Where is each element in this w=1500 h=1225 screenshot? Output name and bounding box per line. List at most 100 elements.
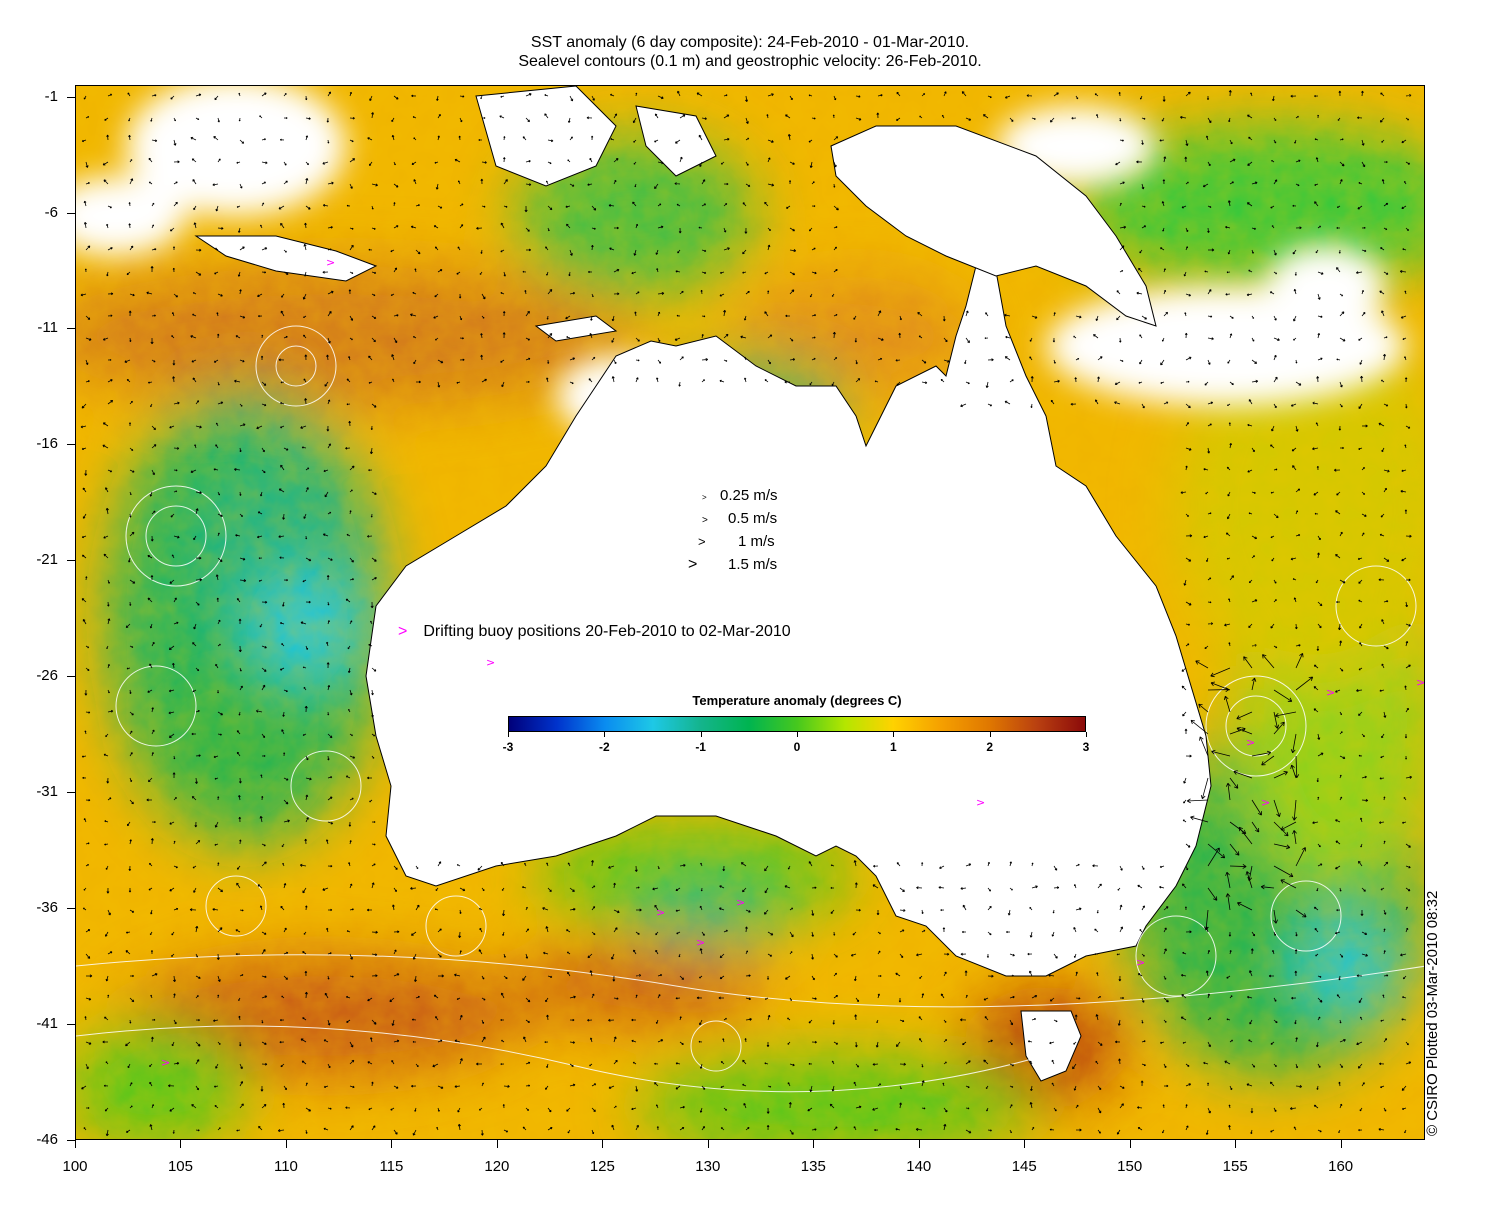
velocity-arrow: [1163, 156, 1167, 163]
velocity-arrow: [766, 975, 770, 980]
velocity-arrow: [1339, 1038, 1346, 1043]
velocity-arrow: [742, 202, 747, 207]
velocity-arrow: [569, 1018, 575, 1022]
velocity-arrow: [1295, 676, 1314, 691]
velocity-arrow: [1237, 901, 1253, 911]
velocity-arrow: [745, 909, 751, 913]
velocity-arrow: [525, 159, 531, 163]
velocity-arrow: [566, 336, 571, 339]
velocity-arrow: [148, 887, 153, 891]
velocity-arrow: [1185, 465, 1188, 471]
velocity-arrow: [1053, 865, 1058, 871]
velocity-arrow: [1229, 315, 1234, 319]
velocity-arrow: [171, 335, 175, 339]
sst-anomaly-map[interactable]: > > > > > > > > > > > >: [75, 85, 1425, 1140]
velocity-arrow: [173, 755, 176, 760]
velocity-arrow: [1095, 1014, 1099, 1021]
velocity-arrow: [855, 359, 858, 365]
velocity-arrow: [1251, 181, 1258, 185]
velocity-arrow: [877, 931, 881, 935]
velocity-arrow: [1185, 557, 1192, 562]
velocity-arrow: [217, 401, 224, 405]
velocity-arrow: [789, 95, 793, 101]
velocity-arrow: [129, 909, 135, 913]
velocity-arrow: [1227, 200, 1231, 207]
velocity-arrow: [480, 1129, 484, 1136]
velocity-arrow: [391, 1060, 395, 1065]
velocity-arrow: [371, 112, 375, 119]
velocity-arrow: [985, 312, 989, 317]
velocity-arrow: [1229, 333, 1233, 339]
velocity-arrow: [1317, 357, 1323, 361]
velocity-arrow: [278, 358, 285, 362]
latitude-tick-label: -16: [36, 435, 58, 453]
velocity-arrow: [434, 161, 439, 164]
velocity-arrow: [349, 489, 353, 493]
velocity-arrow: [1199, 736, 1209, 757]
velocity-arrow: [1185, 754, 1192, 758]
velocity-arrow: [102, 337, 109, 341]
velocity-arrow: [1161, 1129, 1165, 1134]
velocity-arrow: [481, 887, 485, 892]
velocity-arrow: [129, 469, 135, 473]
velocity-arrow: [171, 554, 175, 559]
velocity-arrow: [1295, 931, 1298, 937]
velocity-arrow: [304, 398, 308, 405]
velocity-arrow: [349, 953, 353, 960]
velocity-arrow: [128, 202, 131, 207]
velocity-arrow: [326, 117, 330, 123]
velocity-arrow: [723, 114, 730, 119]
colorbar: [508, 716, 1086, 732]
velocity-arrow: [608, 204, 615, 207]
latitude-tick-mark: [67, 97, 75, 98]
velocity-arrow: [1316, 1085, 1319, 1090]
velocity-arrow: [190, 136, 197, 141]
velocity-arrow: [1358, 403, 1363, 409]
velocity-arrow: [943, 1061, 947, 1065]
velocity-arrow: [1030, 403, 1033, 409]
velocity-arrow: [459, 337, 464, 340]
velocity-arrow: [258, 579, 263, 582]
velocity-arrow: [1379, 533, 1385, 537]
velocity-arrow: [1009, 1041, 1013, 1046]
velocity-arrow: [368, 381, 373, 384]
velocity-arrow: [107, 358, 112, 361]
velocity-arrow: [213, 136, 219, 141]
velocity-arrow: [1357, 205, 1363, 210]
velocity-arrow: [107, 994, 110, 999]
velocity-arrow: [854, 882, 858, 889]
velocity-arrow: [173, 1019, 177, 1025]
velocity-arrow: [217, 226, 224, 230]
velocity-arrow: [719, 271, 725, 274]
velocity-arrow: [833, 183, 836, 188]
velocity-arrow: [525, 337, 531, 341]
velocity-arrow: [304, 991, 308, 999]
velocity-arrow: [1029, 1060, 1033, 1065]
velocity-arrow: [720, 1061, 725, 1065]
velocity-arrow: [1333, 468, 1341, 472]
velocity-arrow: [811, 975, 815, 981]
velocity-arrow: [129, 689, 132, 695]
velocity-arrow: [1229, 158, 1236, 163]
velocity-arrow: [371, 403, 377, 408]
velocity-arrow: [194, 444, 197, 449]
velocity-arrow: [214, 271, 219, 275]
velocity-arrow: [921, 381, 928, 385]
velocity-arrow: [282, 711, 285, 717]
velocity-arrow: [85, 929, 91, 933]
velocity-arrow: [745, 1017, 752, 1021]
velocity-arrow: [85, 864, 89, 867]
velocity-arrow: [1074, 377, 1077, 383]
velocity-arrow: [237, 271, 241, 277]
velocity-arrow: [569, 381, 574, 385]
velocity-arrow: [149, 1063, 153, 1068]
velocity-arrow: [1295, 226, 1302, 230]
velocity-arrow: [1027, 952, 1033, 956]
velocity-arrow: [192, 642, 197, 647]
velocity-arrow: [831, 293, 835, 297]
velocity-arrow: [171, 312, 175, 317]
velocity-arrow: [855, 117, 862, 121]
velocity-arrow: [1031, 315, 1038, 319]
velocity-arrow: [1358, 754, 1363, 757]
velocity-arrow: [173, 797, 177, 801]
